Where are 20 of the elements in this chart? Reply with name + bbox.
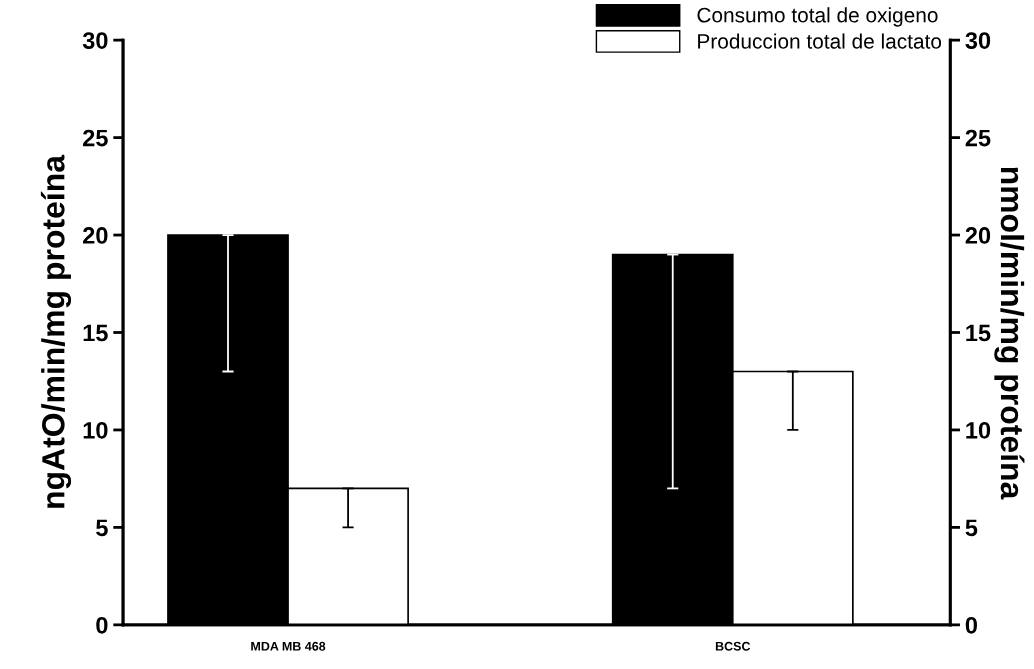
y-tick-label: 5 — [96, 519, 108, 537]
y2-tick-label: 15 — [966, 324, 991, 342]
x-tick-label: BCSC — [715, 641, 751, 651]
y2-tick-label: 10 — [966, 422, 991, 439]
legend-label: Consumo total de oxigeno — [697, 7, 938, 27]
y-tick-label: 10 — [83, 422, 108, 439]
y-axis-title: ngAtO/min/mg proteína — [40, 154, 72, 508]
y-tick-label: 0 — [96, 616, 108, 634]
y-tick-label: 25 — [83, 129, 108, 147]
y2-tick-label: 5 — [965, 519, 978, 537]
y-tick-label: 15 — [83, 324, 108, 342]
y-tick-label: 20 — [83, 227, 108, 244]
y2-axis-title: nmol/min/mg proteína — [994, 167, 1025, 500]
y-tick-label: 30 — [82, 32, 108, 49]
y2-tick-label: 0 — [965, 616, 977, 634]
y2-tick-label: 25 — [965, 129, 991, 147]
legend-label: Produccion total de lactato — [698, 33, 942, 49]
y2-tick-label: 30 — [965, 32, 991, 49]
x-tick-label: MDA MB 468 — [251, 641, 326, 651]
y2-tick-label: 20 — [965, 227, 991, 244]
